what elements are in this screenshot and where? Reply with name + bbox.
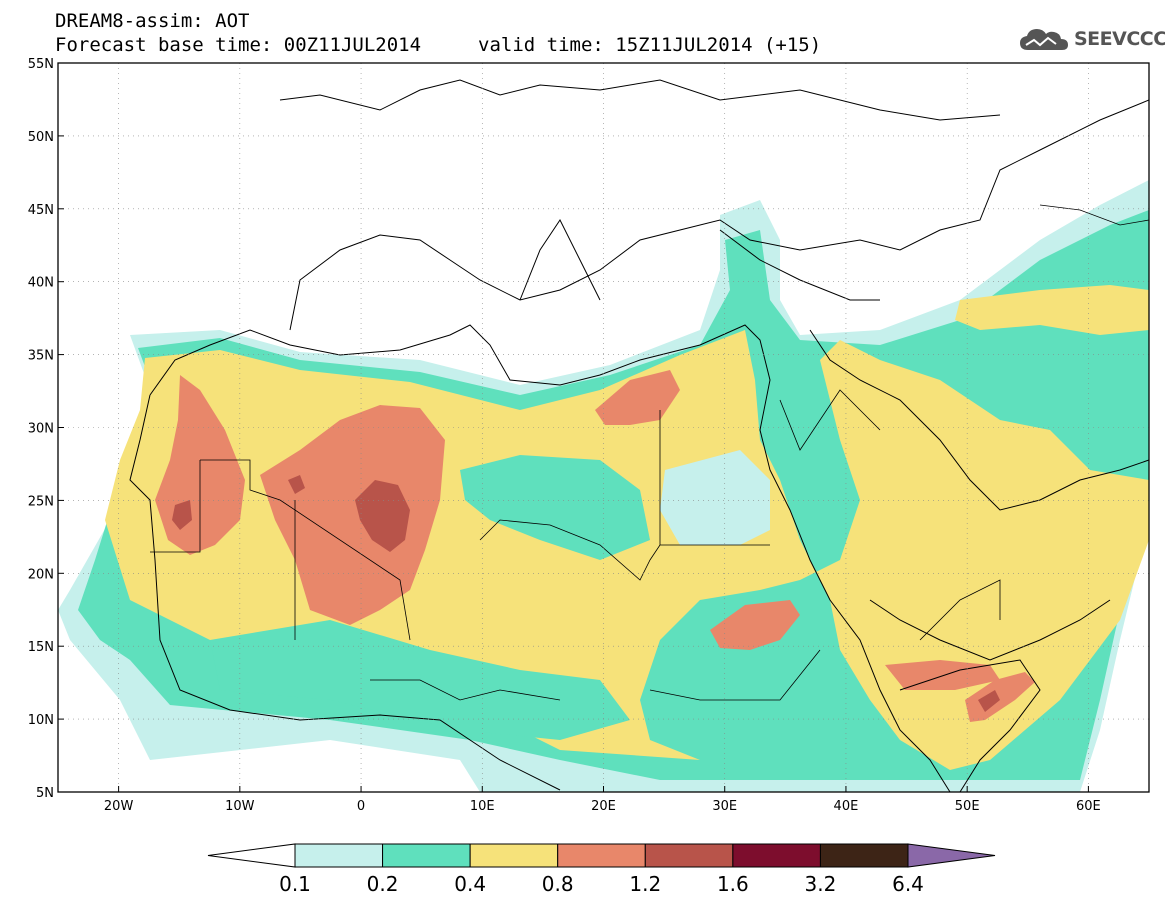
lat-tick-label: 25N: [28, 494, 54, 509]
aot-gap-egypt: [660, 450, 770, 545]
aot-contour-0.8-somalia: [965, 672, 1035, 722]
colorbar-box: [819, 843, 909, 868]
axis-ticks: [58, 62, 1089, 793]
aot-contour-1.2-sahara: [355, 480, 410, 552]
colorbar-under-triangle: [207, 843, 296, 868]
colorbar-level-label: 1.2: [629, 872, 661, 896]
colorbar-box: [382, 843, 471, 868]
valid-time-label: valid time: 15Z11JUL2014 (+15): [478, 34, 822, 56]
base-time-label: Forecast base time: 00Z11JUL2014: [55, 34, 422, 56]
colorbar-box: [732, 843, 821, 868]
map-title: DREAM8-assim: AOT: [55, 10, 250, 32]
colorbar-box: [469, 843, 559, 868]
aot-contour-0.4-ne: [955, 285, 1149, 335]
colorbar-level-label: 0.1: [279, 872, 311, 896]
aot-field: [58, 63, 1149, 792]
aot-contour-0.8-sudan: [710, 600, 800, 650]
lat-tick-label: 55N: [28, 57, 54, 72]
country-borders: [150, 204, 1149, 701]
colorbar-level-label: 3.2: [805, 872, 837, 896]
lon-tick-label: 10E: [470, 799, 495, 814]
colorbar-level-label: 6.4: [892, 872, 924, 896]
lat-tick-label: 5N: [36, 786, 54, 801]
colorbar-over-triangle: [907, 843, 996, 868]
aot-contour-0.8-libya: [595, 370, 680, 425]
lon-tick-label: 50E: [955, 799, 980, 814]
lon-tick-label: 60E: [1076, 799, 1101, 814]
logo-text: SEEVCCC: [1074, 28, 1165, 50]
aot-contour-0.8-yemen: [885, 660, 1000, 690]
cloud-icon: [1020, 29, 1068, 50]
aot-contour-1.2-mali: [288, 475, 305, 494]
lat-tick-label: 45N: [28, 203, 54, 218]
lon-tick-label: 10W: [225, 799, 255, 814]
colorbar-level-label: 0.4: [454, 872, 486, 896]
colorbar-level-label: 0.2: [367, 872, 399, 896]
seevccc-logo: SEEVCCC: [1018, 24, 1165, 54]
colorbar-box: [644, 843, 734, 868]
aot-contour-1.2-mauritania: [172, 500, 192, 530]
lon-tick-label: 0: [357, 799, 365, 814]
lat-tick-label: 30N: [28, 422, 54, 437]
lon-tick-label: 20E: [591, 799, 616, 814]
colorbar-box: [294, 843, 384, 868]
lat-tick-label: 15N: [28, 640, 54, 655]
colorbar-level-label: 0.8: [542, 872, 574, 896]
lat-tick-label: 35N: [28, 349, 54, 364]
aot-contour-0.8-sahara: [260, 405, 445, 625]
lon-tick-label: 20W: [104, 799, 134, 814]
colorbar-level-label: 1.6: [717, 872, 749, 896]
lat-axis: 55N 50N 45N 40N 35N 30N 25N 20N 15N 10N 5N: [28, 57, 54, 801]
lat-tick-label: 10N: [28, 713, 54, 728]
colorbar: 0.1 0.2 0.4 0.8 1.2 1.6 3.2 6.4: [207, 843, 996, 896]
lat-tick-label: 20N: [28, 567, 54, 582]
lon-tick-label: 40E: [834, 799, 859, 814]
coastlines: [129, 79, 1149, 792]
aot-contour-1.2-somalia: [978, 690, 1000, 712]
colorbar-box: [557, 843, 646, 868]
lat-tick-label: 50N: [28, 130, 54, 145]
lon-tick-label: 30E: [712, 799, 737, 814]
lat-tick-label: 40N: [28, 276, 54, 291]
lon-axis: 20W 10W 0 10E 20E 30E 40E 50E 60E: [104, 799, 1101, 814]
aot-gap-sahara: [460, 455, 650, 560]
